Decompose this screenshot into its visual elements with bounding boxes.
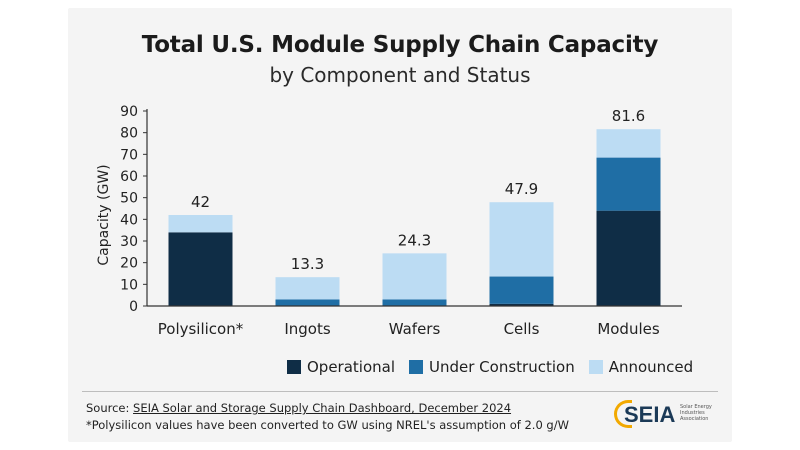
footnote: *Polysilicon values have been converted …	[86, 418, 569, 432]
legend: Operational Under Construction Announced	[287, 356, 693, 378]
bar-segment-under-construction	[275, 299, 340, 306]
legend-label-under-construction: Under Construction	[429, 358, 575, 376]
x-tick-label: Modules	[597, 320, 660, 338]
x-tick-label: Ingots	[284, 320, 331, 338]
bar-segment-under-construction	[596, 157, 661, 211]
bar-segment-operational	[596, 210, 661, 306]
bar-total-label: 47.9	[505, 180, 538, 198]
logo-sun-arc-icon	[614, 400, 632, 428]
logo-subtext: Solar Energy Industries Association	[680, 404, 712, 422]
bar-segment-announced	[596, 129, 661, 158]
bar-segment-announced	[382, 253, 447, 300]
x-tick-label: Wafers	[389, 320, 441, 338]
source-line: Source: SEIA Solar and Storage Supply Ch…	[86, 401, 511, 415]
bars: 42 13.3 24.3 47.9 81.6	[168, 107, 661, 306]
source-link[interactable]: SEIA Solar and Storage Supply Chain Dash…	[133, 401, 512, 415]
legend-swatch-operational	[287, 360, 301, 374]
bar-total-label: 81.6	[612, 107, 645, 125]
bar-segment-under-construction	[382, 299, 447, 306]
bar-segment-operational	[489, 303, 554, 306]
x-tick-label: Polysilicon*	[158, 320, 244, 338]
x-axis: Polysilicon* Ingots Wafers Cells Modules	[147, 305, 682, 338]
y-tick-label: 50	[120, 191, 138, 207]
bar-total-label: 24.3	[398, 231, 431, 249]
y-tick-label: 60	[120, 169, 138, 185]
source-prefix: Source:	[86, 401, 134, 415]
bar-total-label: 13.3	[291, 255, 324, 273]
legend-swatch-under-construction	[409, 360, 424, 374]
legend-label-announced: Announced	[608, 358, 694, 376]
y-axis-label: Capacity (GW)	[96, 164, 112, 265]
legend-swatch-announced	[588, 360, 603, 374]
bar-segment-announced	[489, 202, 554, 277]
bar-segment-announced	[275, 277, 340, 300]
y-tick-label: 40	[120, 212, 138, 228]
legend-item-announced: Announced	[588, 358, 694, 376]
chart-subtitle: by Component and Status	[269, 63, 531, 87]
seia-logo: SEIA Solar Energy Industries Association	[614, 398, 714, 434]
bar-segment-under-construction	[489, 276, 554, 304]
chart-title: Total U.S. Module Supply Chain Capacity	[141, 32, 659, 58]
bar-segment-operational	[168, 232, 233, 306]
y-tick-label: 30	[120, 234, 138, 250]
legend-item-operational: Operational	[287, 358, 395, 376]
y-tick-label: 70	[120, 147, 138, 163]
y-tick-label: 20	[120, 256, 138, 272]
x-tick-label: Cells	[504, 320, 540, 338]
bar-total-label: 42	[191, 193, 210, 211]
y-tick-label: 80	[120, 126, 138, 142]
legend-label-operational: Operational	[307, 358, 396, 376]
legend-item-under-construction: Under Construction	[409, 358, 575, 376]
y-tick-label: 90	[120, 104, 138, 120]
bar-segment-announced	[168, 215, 233, 233]
y-axis: 0 10 20 30 40 50 60 70 80 90	[120, 104, 148, 315]
logo-text: SEIA	[624, 402, 676, 427]
y-tick-label: 0	[129, 299, 138, 315]
footer-divider	[82, 391, 718, 392]
y-tick-label: 10	[120, 277, 138, 293]
